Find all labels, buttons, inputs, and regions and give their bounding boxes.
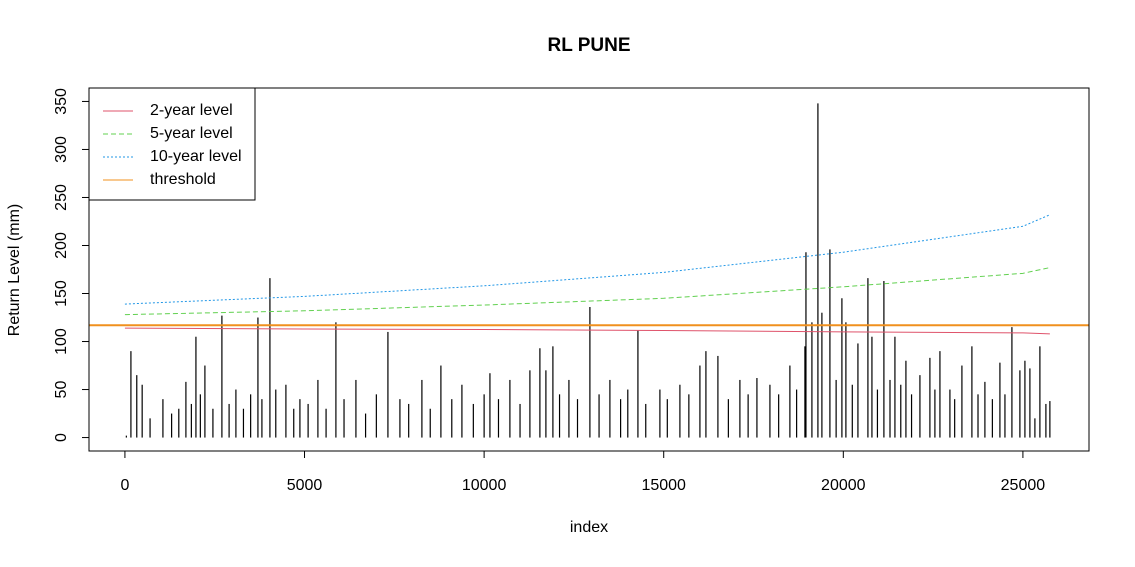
legend-label: 5-year level — [150, 125, 233, 142]
y-tick-label: 300 — [53, 136, 70, 163]
y-axis-label: Return Level (mm) — [6, 204, 23, 336]
level-line — [124, 214, 1051, 305]
y-tick-label: 0 — [53, 433, 70, 442]
level-line — [124, 267, 1050, 316]
x-tick-label: 25000 — [1001, 477, 1046, 494]
y-tick-label: 350 — [53, 88, 70, 115]
y-tick-label: 50 — [53, 381, 70, 399]
x-axis-label: index — [570, 519, 608, 536]
chart-title: RL PUNE — [547, 35, 630, 56]
legend-label: threshold — [150, 171, 216, 188]
x-tick-label: 15000 — [641, 477, 686, 494]
y-tick-label: 150 — [53, 280, 70, 307]
x-tick-label: 20000 — [821, 477, 866, 494]
legend-box — [88, 87, 256, 201]
y-tick-label: 200 — [53, 232, 70, 259]
legend-label: 2-year level — [150, 102, 233, 119]
x-tick-label: 0 — [120, 477, 129, 494]
legend-label: 10-year level — [150, 148, 242, 165]
x-tick-label: 5000 — [287, 477, 323, 494]
x-tick-label: 10000 — [462, 477, 507, 494]
level-line — [124, 327, 1050, 335]
plot-frame — [88, 87, 1090, 452]
y-tick-label: 100 — [53, 328, 70, 355]
y-tick-label: 250 — [53, 184, 70, 211]
